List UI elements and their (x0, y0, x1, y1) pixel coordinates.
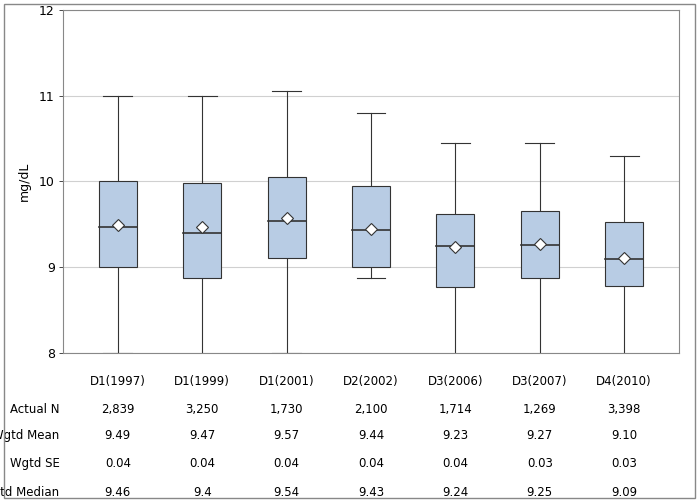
Text: 9.25: 9.25 (526, 486, 553, 499)
Text: 3,250: 3,250 (186, 403, 219, 416)
Text: 9.54: 9.54 (274, 486, 300, 499)
Text: 0.04: 0.04 (358, 457, 384, 470)
Text: 1,730: 1,730 (270, 403, 303, 416)
Text: 0.03: 0.03 (527, 457, 553, 470)
Text: Wgtd Median: Wgtd Median (0, 486, 60, 499)
Text: 1,269: 1,269 (523, 403, 556, 416)
Text: Actual N: Actual N (10, 403, 60, 416)
Bar (99, 181, 136, 267)
Text: 9.09: 9.09 (611, 486, 637, 499)
Text: 3,398: 3,398 (608, 403, 640, 416)
Text: D4(2010): D4(2010) (596, 374, 652, 388)
Bar (267, 177, 306, 258)
Text: D1(1999): D1(1999) (174, 374, 230, 388)
Bar (521, 211, 559, 278)
Text: D1(2001): D1(2001) (259, 374, 314, 388)
Text: 0.04: 0.04 (105, 457, 131, 470)
Text: Wgtd SE: Wgtd SE (10, 457, 60, 470)
Bar (436, 214, 475, 286)
Text: 0.03: 0.03 (611, 457, 637, 470)
Bar (606, 222, 643, 286)
Text: 9.49: 9.49 (105, 428, 131, 442)
Text: 0.04: 0.04 (442, 457, 468, 470)
Text: 9.24: 9.24 (442, 486, 468, 499)
Text: 9.57: 9.57 (274, 428, 300, 442)
Text: D3(2006): D3(2006) (428, 374, 483, 388)
Text: 9.44: 9.44 (358, 428, 384, 442)
Text: 0.04: 0.04 (189, 457, 215, 470)
Bar (352, 186, 390, 267)
Text: 9.4: 9.4 (193, 486, 211, 499)
Text: 9.43: 9.43 (358, 486, 384, 499)
Text: D1(1997): D1(1997) (90, 374, 146, 388)
Text: 9.23: 9.23 (442, 428, 468, 442)
Text: 0.04: 0.04 (274, 457, 300, 470)
Y-axis label: mg/dL: mg/dL (18, 162, 31, 201)
Text: D2(2002): D2(2002) (343, 374, 399, 388)
Bar (183, 183, 221, 278)
Text: 9.47: 9.47 (189, 428, 216, 442)
Text: D3(2007): D3(2007) (512, 374, 568, 388)
Text: 9.27: 9.27 (526, 428, 553, 442)
Text: 9.46: 9.46 (105, 486, 131, 499)
Text: 2,839: 2,839 (101, 403, 134, 416)
Text: 1,714: 1,714 (438, 403, 472, 416)
Text: 9.10: 9.10 (611, 428, 637, 442)
Text: 2,100: 2,100 (354, 403, 388, 416)
Text: Wgtd Mean: Wgtd Mean (0, 428, 60, 442)
